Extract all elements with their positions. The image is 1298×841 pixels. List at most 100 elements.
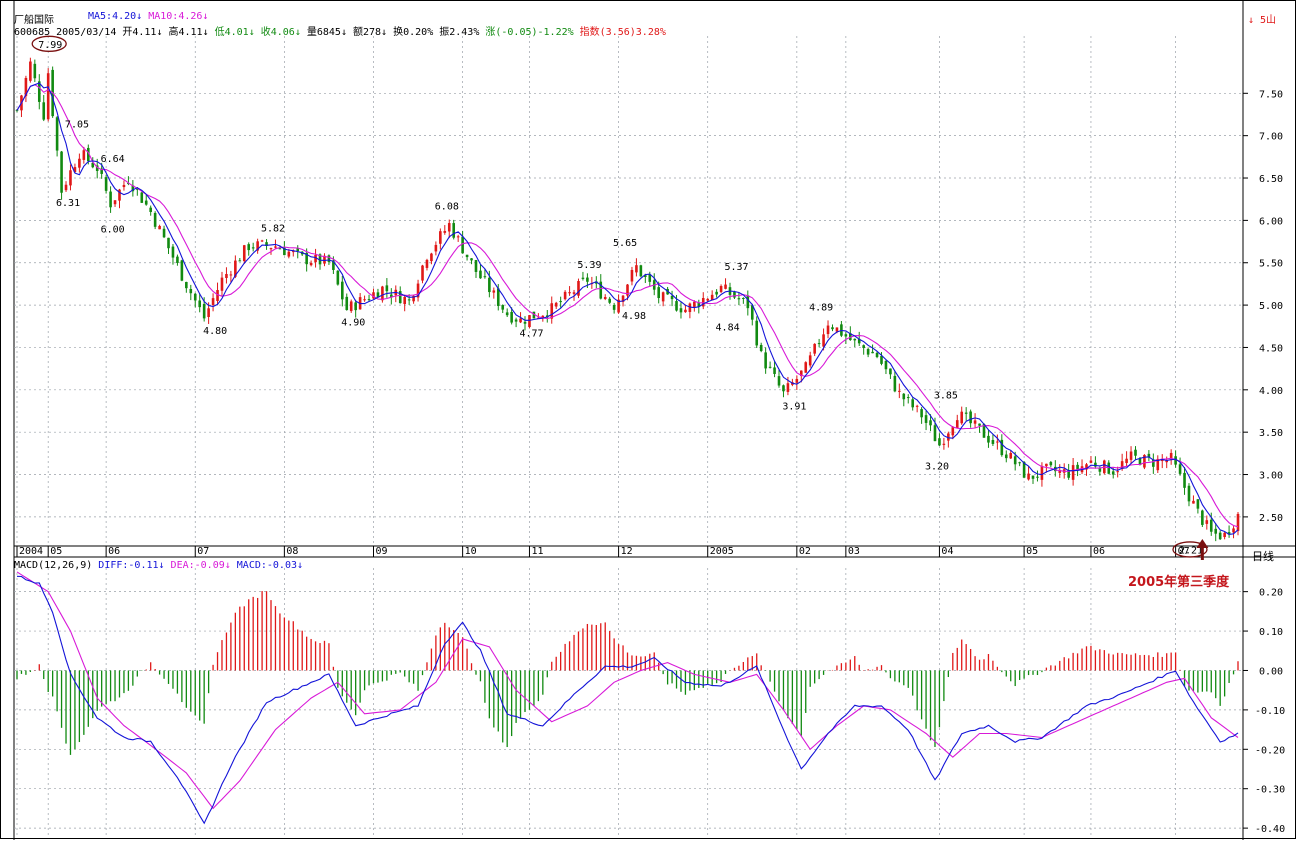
- quarter-annotation: 2005年第三季度: [1128, 575, 1230, 590]
- candle-body: [416, 283, 420, 298]
- candle-body: [238, 260, 242, 262]
- candle-body: [136, 188, 139, 190]
- x-tick-label: 06: [1093, 546, 1105, 557]
- y-tick-label: 7.00: [1259, 132, 1283, 143]
- up-arrow-icon: [1196, 539, 1209, 548]
- candle-body: [898, 390, 901, 392]
- candle-body: [180, 260, 184, 281]
- candle-body: [55, 117, 59, 151]
- candle-body: [505, 312, 509, 316]
- x-tick-label: 07: [197, 546, 209, 557]
- ma-legend: MA5:4.20↓ MA10:4.26↓: [88, 11, 208, 22]
- candle-body: [612, 305, 616, 310]
- candle-body: [528, 315, 531, 328]
- candle-body: [381, 286, 384, 301]
- candle-body: [862, 345, 865, 349]
- candle-body: [835, 327, 839, 332]
- candle-body: [1031, 475, 1035, 479]
- candle-body: [140, 192, 144, 203]
- candle-body: [296, 248, 300, 252]
- candle-body: [95, 165, 99, 171]
- candle-body: [425, 259, 429, 268]
- x-tick-label: 03: [848, 546, 860, 557]
- x-tick-label: 2004: [19, 546, 43, 557]
- candle-body: [889, 368, 892, 375]
- candle-body: [341, 281, 344, 300]
- candle-body: [465, 254, 469, 258]
- candle-body: [826, 325, 830, 335]
- candle-body: [421, 265, 424, 281]
- x-tick-label: 2005: [710, 546, 734, 557]
- price-label: 4.98: [622, 311, 646, 322]
- candle-body: [938, 438, 941, 446]
- candle-body: [1018, 462, 1021, 464]
- candle-body: [309, 262, 313, 266]
- candle-body: [211, 298, 215, 305]
- candle-body: [69, 170, 72, 186]
- candle-body: [1174, 456, 1177, 465]
- quote-field-0: 600685 2005/03/14: [14, 27, 123, 38]
- candle-body: [661, 292, 665, 302]
- candle-body: [1236, 513, 1240, 531]
- y-tick-label: 5.50: [1259, 259, 1283, 270]
- macd-y-tick-label: 0.20: [1259, 588, 1283, 599]
- y-tick-label: 2.50: [1259, 513, 1283, 524]
- candle-body: [942, 443, 946, 445]
- macd-field-0: MACD(12,26,9): [14, 560, 99, 571]
- candle-body: [969, 411, 972, 424]
- macd-y-tick-label: -0.30: [1255, 785, 1285, 796]
- candle-body: [332, 260, 335, 270]
- candle-body: [501, 305, 505, 310]
- price-label: 3.20: [925, 462, 949, 473]
- candle-body: [1187, 485, 1191, 502]
- candle-body: [251, 247, 255, 249]
- quote-info-line: 600685 2005/03/14 开4.11↓ 高4.11↓ 低4.01↓ 收…: [14, 23, 666, 38]
- candle-body: [1134, 449, 1137, 456]
- price-label: 4.80: [203, 326, 227, 337]
- candle-body: [185, 281, 188, 289]
- x-tick-label: 05: [1026, 546, 1038, 557]
- candle-body: [844, 334, 848, 337]
- candle-body: [1178, 464, 1182, 474]
- candle-body: [817, 343, 821, 345]
- candle-body: [1160, 459, 1164, 462]
- candle-body: [225, 274, 228, 278]
- candle-body: [644, 275, 647, 277]
- candle-body: [198, 300, 202, 308]
- candle-body: [46, 73, 50, 120]
- candle-body: [24, 77, 28, 97]
- candle-body: [171, 246, 175, 258]
- candle-body: [291, 251, 295, 253]
- candle-body: [42, 102, 46, 120]
- y-tick-label: 3.00: [1259, 471, 1283, 482]
- quote-field-1: 开4.11↓: [122, 27, 169, 38]
- macd-y-tick-label: 0.00: [1259, 666, 1283, 677]
- candle-body: [323, 255, 326, 264]
- candle-body: [947, 433, 950, 441]
- quote-field-6: 额278↓: [353, 27, 394, 38]
- candle-body: [982, 424, 986, 438]
- ma10-readout: MA10:4.26↓: [148, 11, 209, 22]
- candle-body: [973, 420, 977, 424]
- candle-body: [675, 301, 678, 311]
- candle-body: [363, 299, 366, 301]
- candle-body: [991, 439, 995, 444]
- period-switch-icon[interactable]: ↓ 5山: [1248, 15, 1277, 26]
- candle-body: [572, 292, 576, 294]
- quote-field-10: 指数(3.56)3.28%: [579, 27, 666, 38]
- candle-body: [911, 399, 914, 408]
- candle-body: [91, 162, 95, 168]
- highlight-circle: [1172, 541, 1208, 558]
- candle-body: [550, 303, 554, 319]
- candle-body: [216, 290, 219, 302]
- x-tick-label: 04: [941, 546, 953, 557]
- price-label: 6.00: [101, 224, 125, 235]
- candle-body: [318, 254, 322, 265]
- candle-body: [1214, 528, 1218, 534]
- candle-body: [755, 320, 759, 346]
- candle-body: [1147, 453, 1151, 458]
- candle-body: [693, 301, 696, 307]
- candle-body: [586, 277, 589, 282]
- x-tick-label: 02: [799, 546, 811, 557]
